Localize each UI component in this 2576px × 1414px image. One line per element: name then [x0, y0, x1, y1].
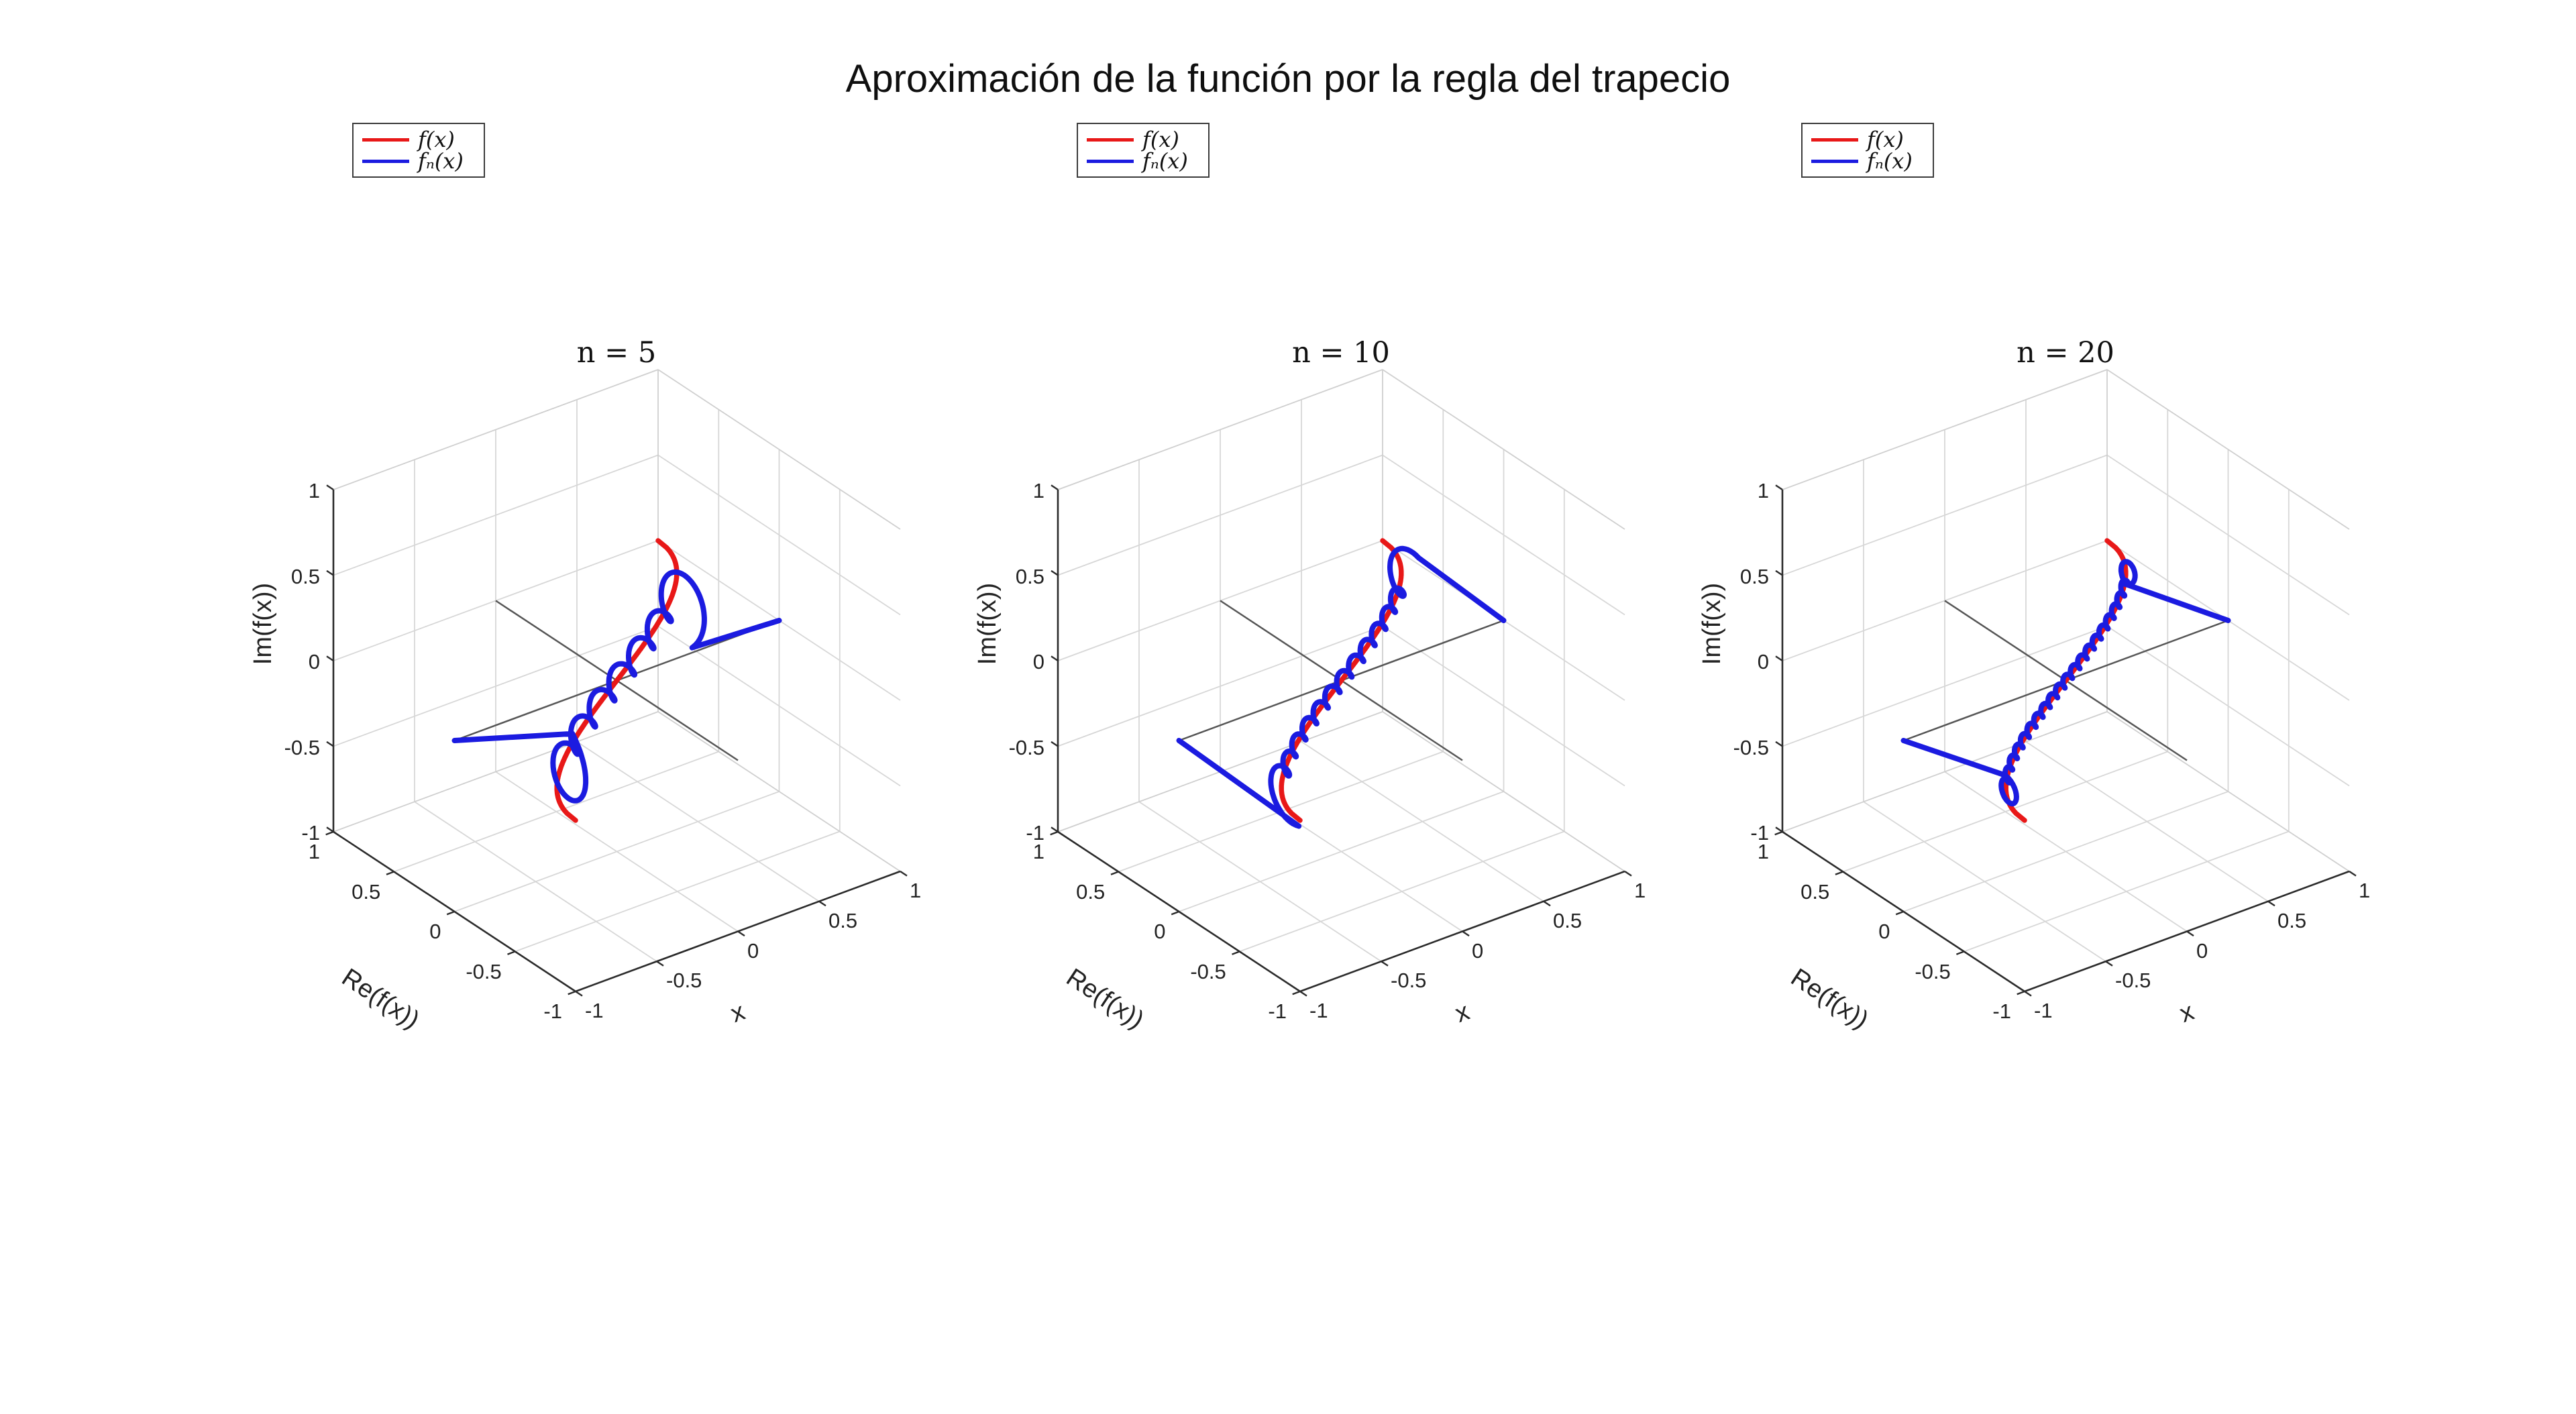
im-tick-label: 0.5 [1015, 564, 1044, 588]
legend-label-f: f(x) [1867, 127, 1904, 152]
im-tick-label: 0.5 [290, 564, 320, 588]
fn-line-swatch [1811, 159, 1858, 163]
fn-line-swatch [1087, 159, 1134, 163]
x-tick-label: -0.5 [2115, 969, 2151, 993]
x-tick-label: 0.5 [2277, 908, 2307, 932]
curve-f-2 [2003, 538, 2129, 823]
re-tick-label: -0.5 [1915, 959, 1951, 983]
curve-f-0 [554, 538, 680, 823]
legend-entry-fn: fₙ(x) [362, 150, 484, 172]
im-tick-label: -0.5 [1733, 735, 1769, 759]
x-tick-label: -1 [2034, 999, 2053, 1022]
im-tick-label: -1 [1750, 821, 1769, 845]
re-tick-label: -1 [543, 999, 562, 1023]
im-tick-label: -1 [301, 821, 320, 845]
fn-line-swatch [362, 159, 409, 163]
curve-fn-2 [1900, 559, 2231, 807]
z-axis-label: Im(f(x)) [1698, 582, 1726, 665]
re-tick-label: 1 [1757, 840, 1769, 863]
legend-label-fn: fₙ(x) [1142, 148, 1188, 174]
z-axis-label: Im(f(x)) [249, 582, 277, 665]
f-line-swatch [1811, 138, 1858, 142]
im-tick-label: 0.5 [1739, 564, 1769, 588]
x-tick-label: -0.5 [1391, 969, 1427, 993]
curve-f-1 [1279, 538, 1404, 823]
x-tick-label: -1 [1309, 999, 1328, 1022]
re-tick-label: 0.5 [1076, 879, 1106, 904]
legend-label-f: f(x) [418, 127, 455, 152]
x-tick-label: -1 [585, 999, 604, 1022]
subplot-2-axes3d [1774, 369, 2357, 997]
curve-fn-1 [1176, 545, 1507, 829]
re-tick-label: 0.5 [1801, 879, 1830, 904]
legend-entry-fn: fₙ(x) [1811, 150, 1933, 172]
legend-label-f: f(x) [1142, 127, 1179, 152]
legend-entry-f: f(x) [362, 129, 484, 150]
im-tick-label: 1 [308, 479, 320, 502]
im-tick-label: 0 [308, 650, 320, 673]
re-tick-label: 0 [1154, 920, 1166, 943]
x-tick-label: 1 [2359, 879, 2371, 902]
im-tick-label: -0.5 [284, 735, 320, 759]
re-tick-label: 0.5 [352, 879, 381, 904]
legend-box: f(x) fₙ(x) [1801, 123, 1934, 178]
im-tick-label: 1 [1032, 479, 1044, 502]
x-tick-label: 0.5 [828, 908, 858, 932]
re-tick-label: 0 [1878, 920, 1890, 943]
im-tick-label: -1 [1026, 821, 1044, 845]
page-title: Aproximación de la función por la regla … [845, 57, 1731, 101]
re-tick-label: -1 [1992, 999, 2011, 1023]
subplot-title-n10: n = 10 [1292, 336, 1390, 370]
legend-box: f(x) fₙ(x) [352, 123, 485, 178]
im-tick-label: -0.5 [1008, 735, 1044, 759]
re-tick-label: 0 [429, 920, 441, 943]
legend-label-fn: fₙ(x) [1867, 148, 1913, 174]
re-tick-label: -0.5 [466, 959, 502, 983]
z-axis-label: Im(f(x)) [973, 582, 1002, 665]
subplot-0-axes3d [325, 369, 908, 997]
re-tick-label: -0.5 [1190, 959, 1226, 983]
re-tick-label: -1 [1268, 999, 1287, 1023]
re-tick-label: 1 [308, 840, 320, 863]
x-tick-label: 0.5 [1553, 908, 1582, 932]
legend-entry-f: f(x) [1811, 129, 1933, 150]
x-tick-label: -0.5 [666, 969, 702, 993]
legend-label-fn: fₙ(x) [418, 148, 464, 174]
im-tick-label: 1 [1757, 479, 1769, 502]
x-tick-label: 0 [2196, 938, 2208, 963]
x-tick-label: 1 [1634, 879, 1646, 902]
subplot-title-n5: n = 5 [576, 336, 657, 370]
curve-fn-0 [451, 569, 782, 804]
subplot-title-n20: n = 20 [2017, 336, 2114, 370]
f-line-swatch [1087, 138, 1134, 142]
x-tick-label: 0 [747, 938, 759, 963]
x-tick-label: 0 [1472, 938, 1484, 963]
subplot-1-axes3d [1050, 369, 1632, 997]
f-line-swatch [362, 138, 409, 142]
im-tick-label: 0 [1757, 650, 1769, 673]
x-tick-label: 1 [910, 879, 922, 902]
legend-entry-f: f(x) [1087, 129, 1208, 150]
legend-entry-fn: fₙ(x) [1087, 150, 1208, 172]
legend-box: f(x) fₙ(x) [1077, 123, 1210, 178]
im-tick-label: 0 [1032, 650, 1044, 673]
re-tick-label: 1 [1032, 840, 1044, 863]
